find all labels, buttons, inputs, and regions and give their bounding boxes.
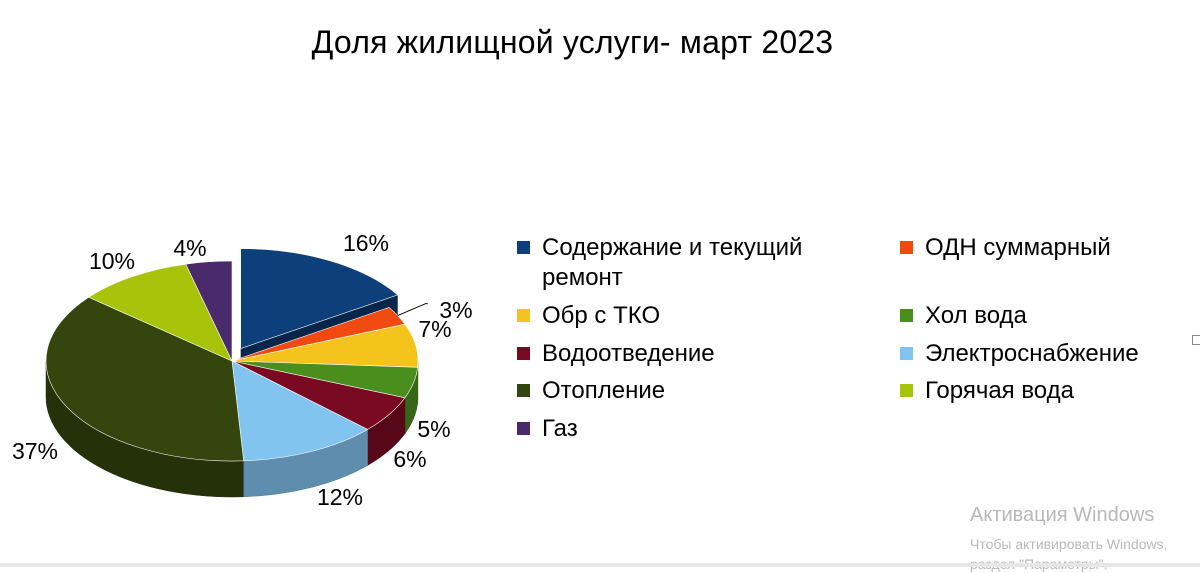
legend-item: Горячая вода	[900, 376, 1180, 406]
legend-item: Обр с ТКО	[517, 301, 857, 331]
data-label: 5%	[417, 416, 450, 442]
data-label: 12%	[317, 484, 363, 510]
legend-swatch	[517, 347, 530, 360]
bottom-divider	[0, 563, 1200, 567]
leader-line	[398, 304, 428, 316]
legend-label: Хол вода	[925, 301, 1027, 331]
edge-mark	[1192, 335, 1200, 345]
legend-label: Содержание и текущий ремонт	[542, 233, 857, 293]
watermark-title: Активация Windows	[970, 503, 1168, 527]
legend-label: Электроснабжение	[925, 339, 1139, 369]
legend-label: Горячая вода	[925, 376, 1074, 406]
legend-swatch	[900, 347, 913, 360]
legend-item: Газ	[517, 414, 857, 444]
data-label: 4%	[173, 235, 206, 261]
data-label: 16%	[343, 230, 389, 256]
legend-swatch	[900, 309, 913, 322]
legend-item: Содержание и текущий ремонт	[517, 233, 857, 293]
legend-item: ОДН суммарный	[900, 233, 1180, 263]
legend-label: Обр с ТКО	[542, 301, 660, 331]
legend-item: Хол вода	[900, 301, 1180, 331]
data-label: 7%	[418, 316, 451, 342]
legend-swatch	[900, 384, 913, 397]
legend-label: Отопление	[542, 376, 665, 406]
legend-item: Отопление	[517, 376, 857, 406]
pie-tops	[46, 249, 418, 461]
legend-label: Газ	[542, 414, 578, 444]
data-label: 10%	[89, 248, 135, 274]
legend-swatch	[517, 384, 530, 397]
data-label: 37%	[12, 438, 58, 464]
watermark-line-1: Чтобы активировать Windows,	[970, 533, 1168, 555]
legend-label: ОДН суммарный	[925, 233, 1111, 263]
legend-swatch	[517, 309, 530, 322]
legend-swatch	[900, 241, 913, 254]
legend-label: Водоотведение	[542, 339, 715, 369]
legend-swatch	[517, 241, 530, 254]
legend-item: Водоотведение	[517, 339, 857, 369]
legend-item: Электроснабжение	[900, 339, 1180, 369]
legend-swatch	[517, 422, 530, 435]
data-label: 6%	[393, 446, 426, 472]
